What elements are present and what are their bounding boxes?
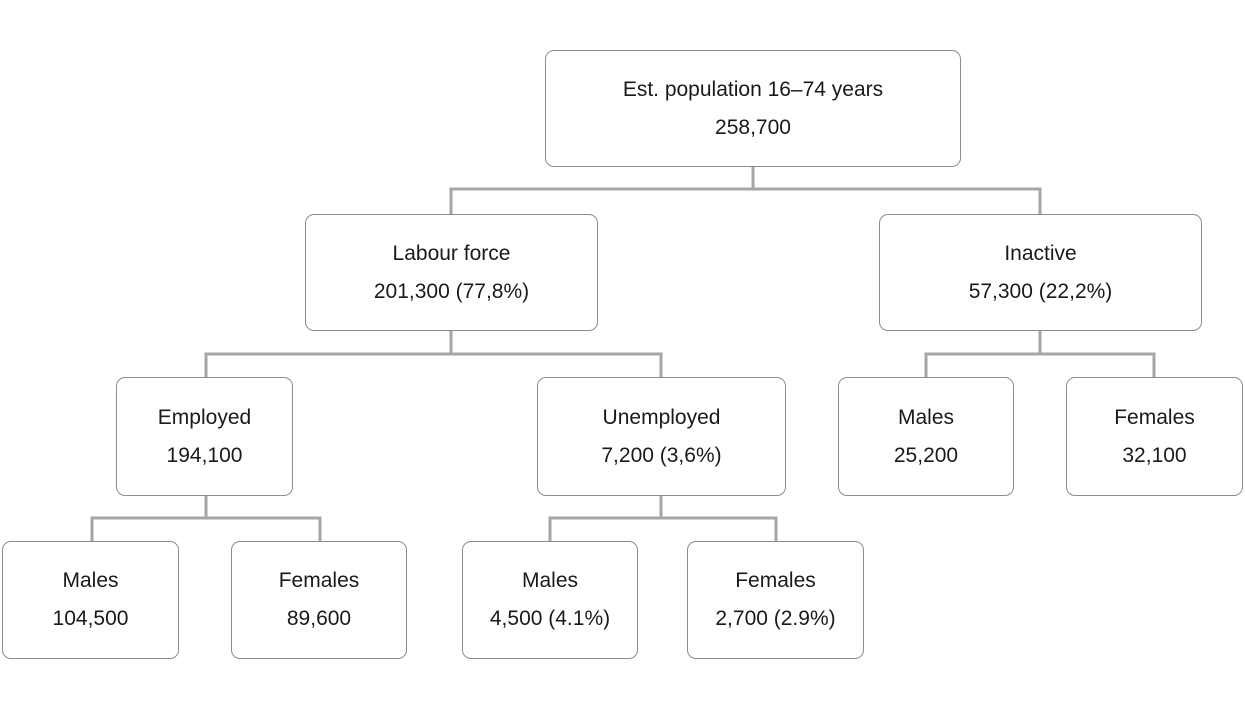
node-label: Labour force <box>392 241 511 265</box>
node-labour-force: Labour force 201,300 (77,8%) <box>305 214 598 331</box>
node-label: Est. population 16–74 years <box>622 77 884 101</box>
node-label: Males <box>62 569 119 592</box>
node-employed-females: Females 89,600 <box>231 541 407 659</box>
node-population: Est. population 16–74 years 258,700 <box>545 50 961 167</box>
node-value: 104,500 <box>52 607 129 630</box>
node-unemployed: Unemployed 7,200 (3,6%) <box>537 377 786 496</box>
node-label: Males <box>897 405 955 429</box>
node-label: Employed <box>157 405 252 429</box>
node-unemployed-females: Females 2,700 (2.9%) <box>687 541 864 659</box>
node-value: 4,500 (4.1%) <box>489 607 611 630</box>
node-value: 194,100 <box>166 443 243 467</box>
node-label: Inactive <box>1004 241 1077 265</box>
node-value: 201,300 (77,8%) <box>373 279 530 303</box>
node-value: 2,700 (2.9%) <box>715 607 836 630</box>
node-inactive-males: Males 25,200 <box>838 377 1014 496</box>
node-employed: Employed 194,100 <box>116 377 293 496</box>
node-value: 57,300 (22,2%) <box>968 279 1113 303</box>
node-label: Males <box>521 569 579 592</box>
node-value: 89,600 <box>286 607 352 630</box>
node-value: 258,700 <box>715 115 791 139</box>
node-inactive: Inactive 57,300 (22,2%) <box>879 214 1202 331</box>
node-label: Females <box>735 569 816 592</box>
node-value: 32,100 <box>1122 443 1187 467</box>
node-value: 7,200 (3,6%) <box>601 443 722 467</box>
node-unemployed-males: Males 4,500 (4.1%) <box>462 541 638 659</box>
node-label: Unemployed <box>602 405 721 429</box>
node-inactive-females: Females 32,100 <box>1066 377 1243 496</box>
node-employed-males: Males 104,500 <box>2 541 179 659</box>
node-value: 25,200 <box>893 443 959 467</box>
node-label: Females <box>278 569 360 592</box>
node-label: Females <box>1114 405 1195 429</box>
